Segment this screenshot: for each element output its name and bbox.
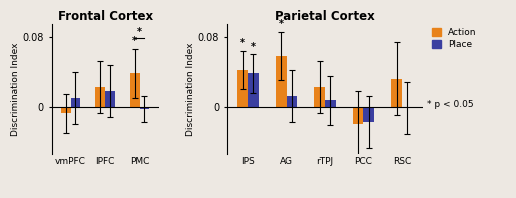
Bar — [71, 98, 80, 107]
Legend: Action, Place: Action, Place — [431, 28, 476, 49]
Text: * p < 0.05: * p < 0.05 — [427, 100, 474, 109]
Bar — [105, 91, 115, 107]
Title: Parietal Cortex: Parietal Cortex — [275, 10, 375, 23]
Bar — [248, 73, 259, 107]
Text: *: * — [279, 19, 284, 29]
Text: *: * — [240, 38, 245, 48]
Bar — [140, 107, 149, 109]
Y-axis label: Discrimination Index: Discrimination Index — [11, 42, 20, 136]
Bar — [237, 70, 248, 107]
Bar — [276, 56, 286, 107]
Bar — [130, 73, 140, 107]
Bar — [61, 107, 71, 113]
Bar — [402, 107, 413, 108]
Bar — [353, 107, 363, 124]
Bar — [95, 87, 105, 107]
Text: *: * — [132, 36, 137, 46]
Bar — [314, 87, 325, 107]
Title: Frontal Cortex: Frontal Cortex — [58, 10, 153, 23]
Bar — [325, 100, 336, 107]
Bar — [391, 79, 402, 107]
Bar — [286, 96, 297, 107]
Text: *: * — [137, 27, 142, 37]
Bar — [363, 107, 374, 122]
Text: *: * — [251, 42, 256, 52]
Y-axis label: Discrimination Index: Discrimination Index — [186, 42, 195, 136]
